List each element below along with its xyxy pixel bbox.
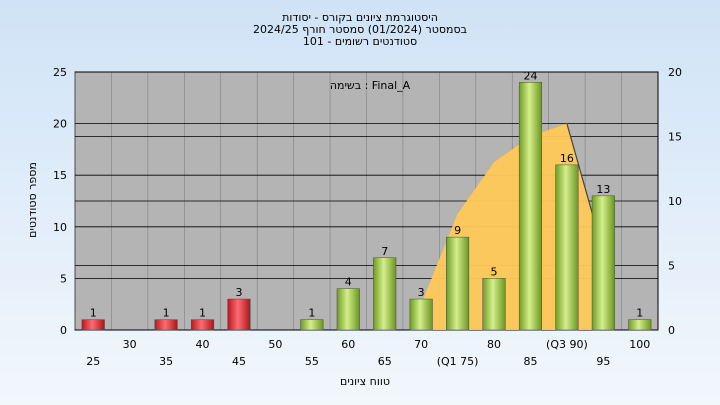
histogram-bar [336,288,360,331]
bar-value-label: 3 [235,286,242,299]
histogram-bar [628,319,652,331]
bar-value-label: 13 [596,183,610,196]
x-tick-label: 40 [196,338,210,351]
y-tick-label: 10 [53,221,67,234]
y2-tick-label: 0 [668,324,675,337]
histogram-bar [373,257,397,331]
x-tick-label: 45 [232,355,246,368]
y-tick-label: 25 [53,66,67,79]
bar-value-label: 3 [418,286,425,299]
bar-value-label: 4 [345,276,352,289]
x-tick-label: 65 [378,355,392,368]
x-tick-label: 25 [86,355,100,368]
x-tick-label: (Q3 90) [546,338,588,351]
histogram-bar [227,298,251,331]
x-tick-label: 95 [596,355,610,368]
bar-value-label: 16 [560,152,574,165]
histogram-bar [190,319,215,331]
histogram-bar [300,319,324,331]
bar-value-label: 1 [90,307,97,320]
y2-tick-label: 20 [668,66,682,79]
x-tick-label: 35 [159,355,173,368]
y2-tick-label: 10 [668,195,682,208]
chart-subtitle-1: בסמסטר (01/2024) סמסטר חורף 2024/25 [253,23,467,36]
y-tick-label: 5 [60,272,67,285]
x-tick-label: 50 [268,338,282,351]
chart-title: היסטוגרמת ציונים בקורס - יסודות [282,11,438,24]
y-tick-label: 15 [53,169,67,182]
x-tick-label: 70 [414,338,428,351]
bar-value-label: 5 [491,265,498,278]
histogram-bar [409,298,433,331]
bar-value-label: 7 [381,245,388,258]
bar-value-label: 1 [308,307,315,320]
y2-tick-label: 5 [668,260,675,273]
x-tick-label: 55 [305,355,319,368]
x-tick-label: 85 [523,355,537,368]
x-tick-label: 60 [341,338,355,351]
x-tick-label: 100 [629,338,650,351]
y2-tick-label: 15 [668,131,682,144]
y-axis-label: מספר סטודנטים [26,162,39,238]
histogram-bar [81,319,105,331]
y-tick-label: 0 [60,324,67,337]
x-tick-label: 30 [123,338,137,351]
bar-value-label: 24 [523,69,537,82]
bar-value-label: 1 [636,307,643,320]
y-tick-label: 20 [53,118,67,131]
x-tick-label: 80 [487,338,501,351]
histogram-bar [518,82,543,331]
chart-subtitle-2: סטודנטים רשומים - 101 [302,35,418,48]
bar-value-label: 9 [454,224,461,237]
x-tick-label: (Q1 75) [437,355,479,368]
histogram-bar [154,319,178,331]
histogram-bar [591,195,615,331]
bar-value-label: 1 [163,307,170,320]
histogram-bar [482,278,506,331]
histogram-bar [446,236,470,331]
bar-value-label: 1 [199,307,206,320]
histogram-bar [555,164,579,331]
x-axis-label: טווח ציונים [340,375,390,388]
chart-annotation: בשימה : Final_A [330,79,411,92]
